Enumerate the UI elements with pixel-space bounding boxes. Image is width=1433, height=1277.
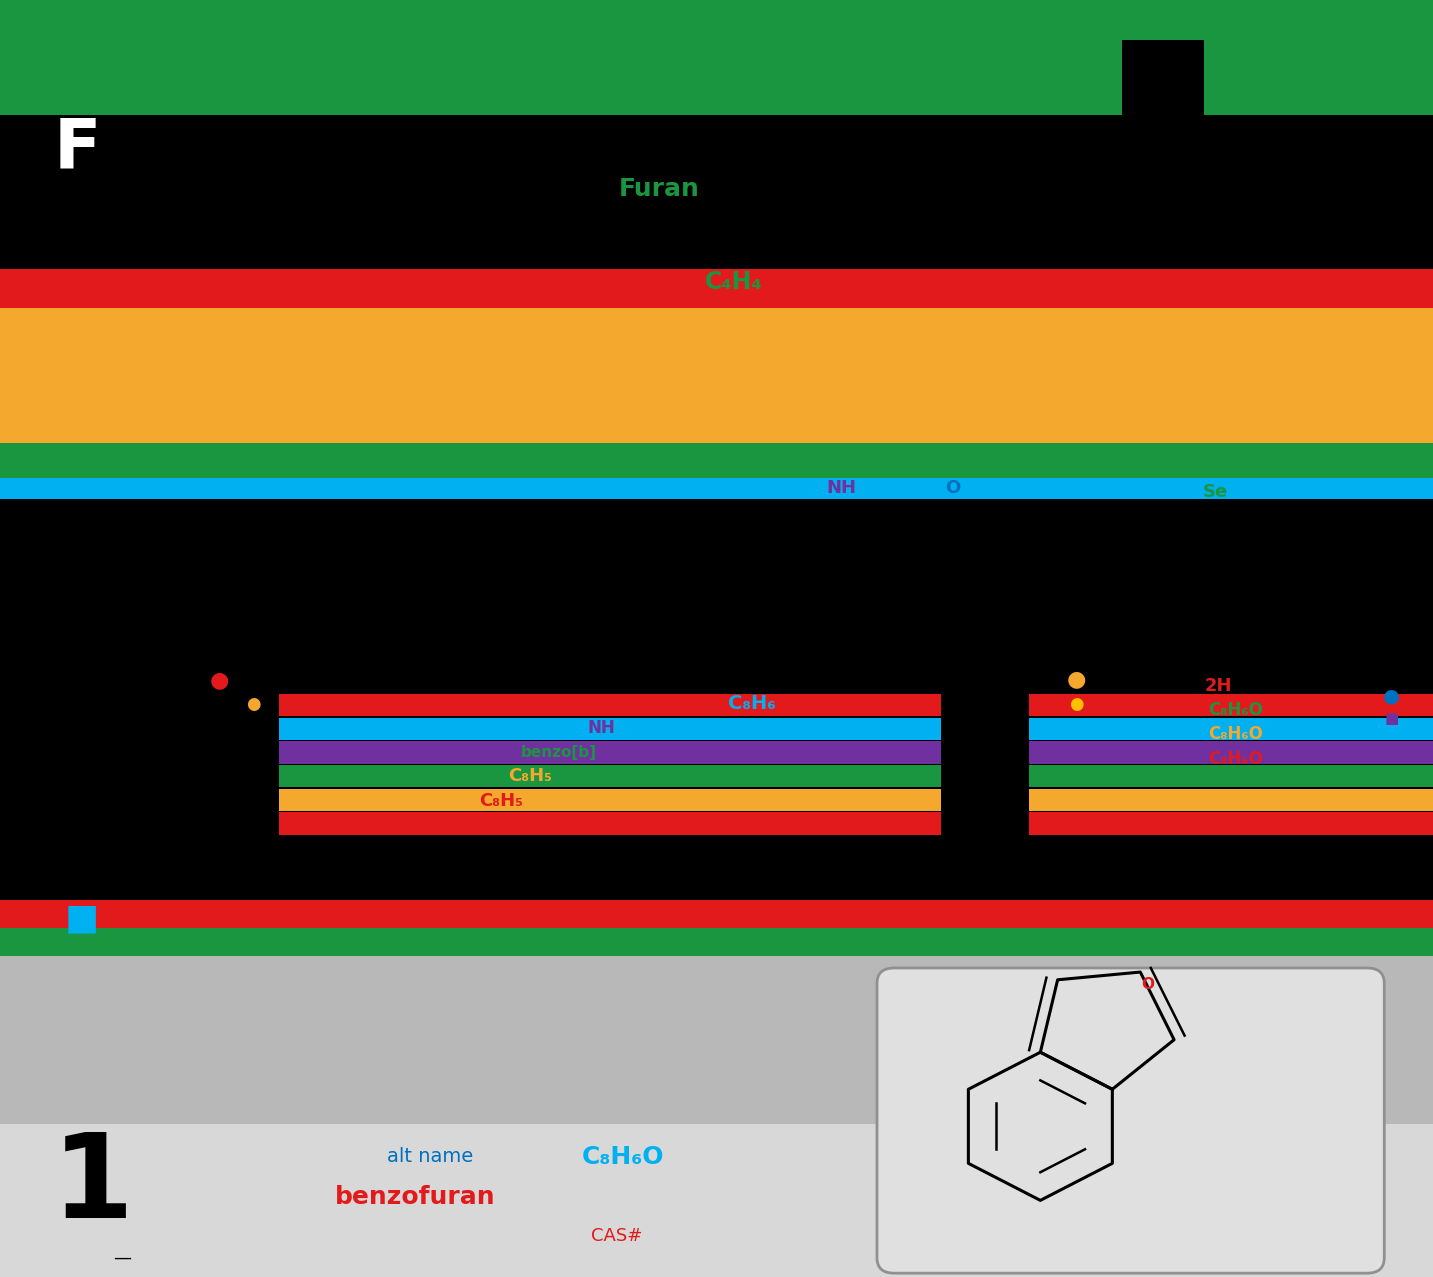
Text: C₄H₄: C₄H₄ bbox=[705, 271, 762, 294]
Text: C₈H₆O: C₈H₆O bbox=[1208, 701, 1262, 719]
Text: Benzofuran: Benzofuran bbox=[317, 8, 486, 33]
Text: Benzo: Benzo bbox=[1209, 8, 1298, 33]
Text: Furan: Furan bbox=[619, 178, 699, 200]
Bar bbox=[0, 928, 1433, 956]
Bar bbox=[1029, 695, 1433, 716]
Bar bbox=[279, 812, 941, 835]
Text: ●: ● bbox=[1069, 695, 1083, 713]
Text: C₄H₄O: C₄H₄O bbox=[1251, 277, 1328, 300]
Text: C₈H₆: C₈H₆ bbox=[728, 695, 777, 713]
Text: Se: Se bbox=[1202, 483, 1228, 501]
Bar bbox=[279, 741, 941, 764]
Text: ●: ● bbox=[1066, 669, 1086, 690]
Text: NH: NH bbox=[588, 719, 616, 737]
Text: CAS#: CAS# bbox=[590, 1227, 642, 1245]
Bar bbox=[1029, 765, 1433, 787]
Text: b¹: b¹ bbox=[262, 936, 282, 954]
Text: S: S bbox=[1060, 483, 1075, 501]
Text: C₈H₆O: C₈H₆O bbox=[1208, 750, 1262, 767]
Text: C₈H₅: C₈H₅ bbox=[480, 792, 523, 810]
Text: benzofuran: benzofuran bbox=[335, 1185, 496, 1208]
Text: C₄H₄O: C₄H₄O bbox=[563, 277, 641, 300]
Bar bbox=[0, 308, 1433, 443]
Bar bbox=[0, 478, 1433, 498]
Text: 1: 1 bbox=[102, 280, 113, 298]
Text: O: O bbox=[1141, 977, 1154, 992]
Bar bbox=[1029, 718, 1433, 741]
Bar bbox=[1029, 812, 1433, 835]
Text: C₈H₆O: C₈H₆O bbox=[1208, 725, 1262, 743]
Bar bbox=[1029, 741, 1433, 764]
Text: 2: 2 bbox=[443, 280, 454, 298]
Text: O: O bbox=[946, 479, 960, 497]
Bar bbox=[0, 1125, 1433, 1277]
Text: 1: 1 bbox=[52, 1128, 135, 1243]
Bar bbox=[0, 0, 1433, 40]
FancyBboxPatch shape bbox=[877, 968, 1384, 1273]
Bar bbox=[1122, 40, 1204, 115]
Text: 2H: 2H bbox=[387, 696, 416, 714]
Text: C₈H₆O: C₈H₆O bbox=[582, 1145, 665, 1168]
Bar bbox=[0, 269, 1433, 309]
Text: ●: ● bbox=[246, 695, 261, 713]
Text: 2: 2 bbox=[1136, 280, 1148, 298]
Bar bbox=[1204, 40, 1433, 115]
Bar bbox=[0, 40, 1122, 115]
Text: a²: a² bbox=[262, 909, 282, 927]
Text: alt name: alt name bbox=[387, 1148, 473, 1166]
Text: benzo[b]: benzo[b] bbox=[520, 744, 598, 760]
Bar bbox=[279, 695, 941, 716]
Bar bbox=[279, 718, 941, 741]
Text: ■: ■ bbox=[64, 902, 99, 935]
Text: ●: ● bbox=[1383, 687, 1400, 705]
Bar bbox=[0, 956, 1433, 1125]
Text: NH: NH bbox=[827, 479, 856, 497]
Bar bbox=[0, 900, 1433, 928]
Text: C₈H₆O: C₈H₆O bbox=[567, 695, 636, 715]
Text: 2H: 2H bbox=[1204, 677, 1232, 695]
Bar bbox=[1029, 788, 1433, 811]
Bar bbox=[279, 765, 941, 787]
Text: —: — bbox=[113, 1249, 130, 1267]
Bar bbox=[0, 443, 1433, 478]
Bar bbox=[279, 788, 941, 811]
Text: ●: ● bbox=[209, 670, 229, 691]
Text: ■: ■ bbox=[1384, 711, 1399, 727]
Text: C₈H₅: C₈H₅ bbox=[509, 767, 552, 785]
Text: F: F bbox=[53, 115, 102, 183]
